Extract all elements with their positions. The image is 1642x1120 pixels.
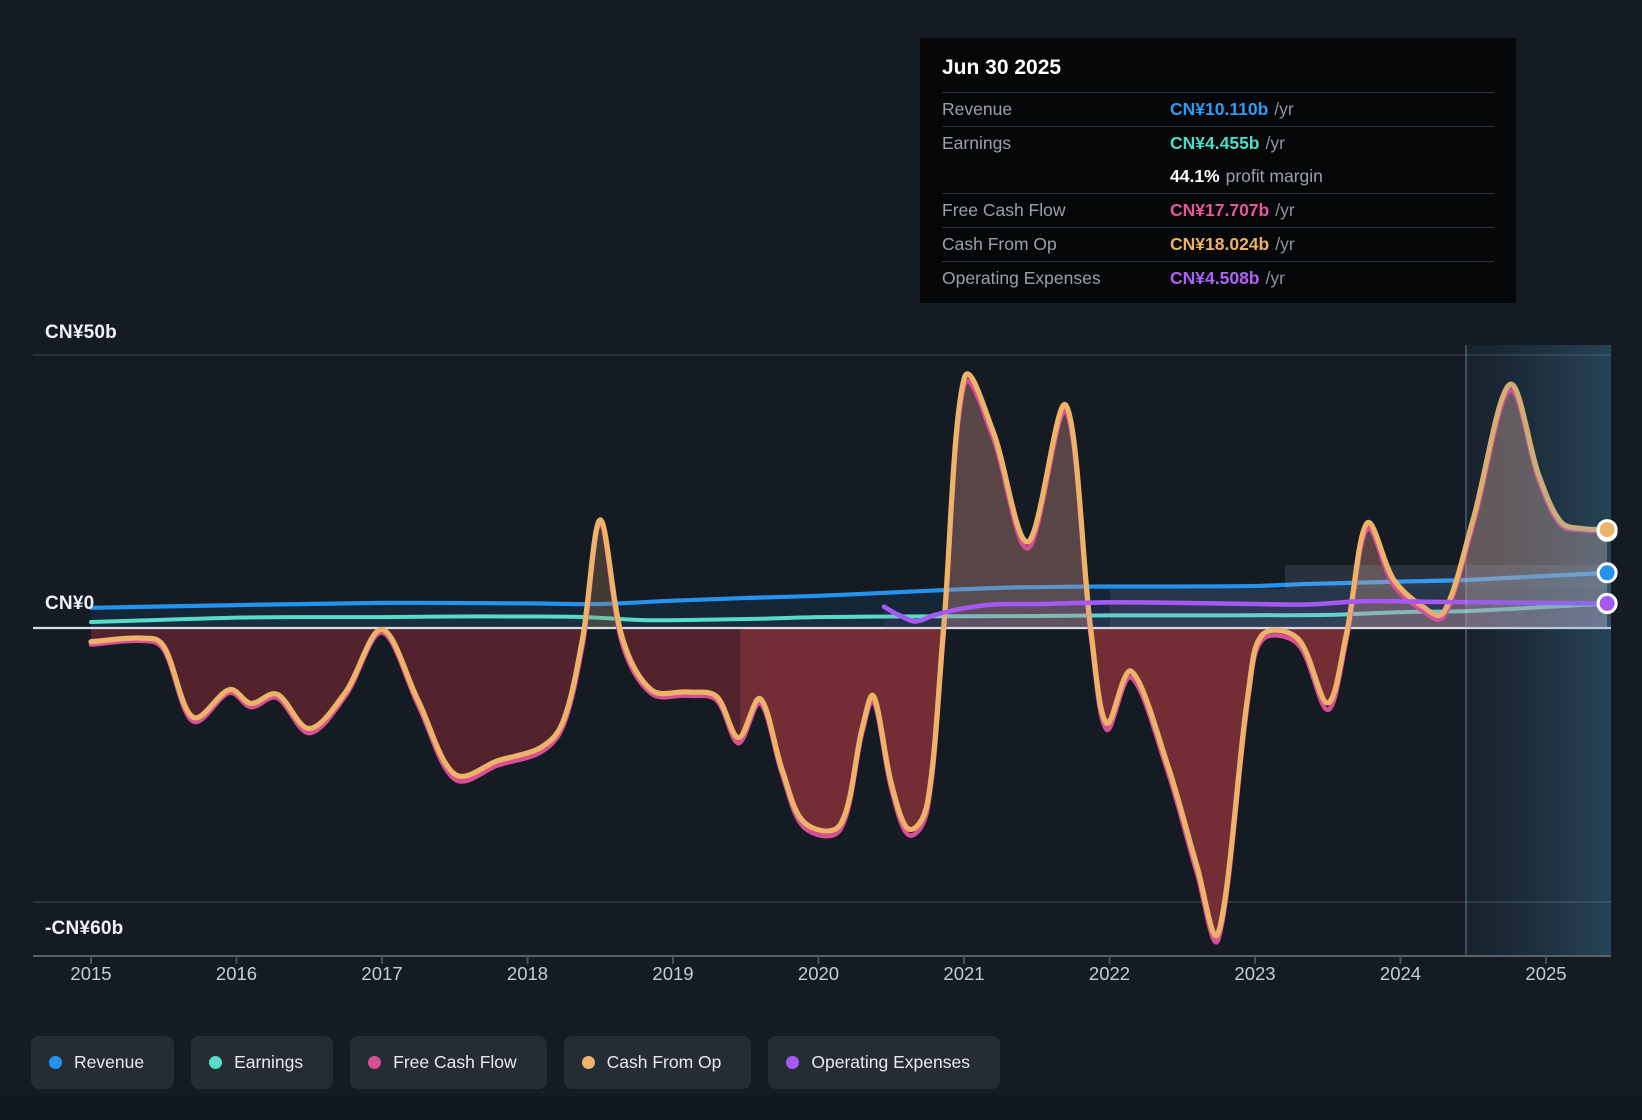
tooltip-row-unit: /yr: [1274, 99, 1294, 119]
x-axis-label-2016: 2016: [215, 963, 258, 984]
bottom-strip: [0, 1096, 1642, 1120]
legend-chip-earnings[interactable]: Earnings: [191, 1036, 334, 1089]
earnings-area: [91, 603, 1608, 628]
legend-label: Revenue: [74, 1052, 145, 1072]
tooltip-row-revenue: Revenue CN¥10.110b/yr: [942, 92, 1494, 126]
legend-dot-operating-expenses: [786, 1056, 800, 1069]
x-axis-label-2025: 2025: [1525, 963, 1567, 984]
y-axis-label-50b: CN¥50b: [45, 322, 117, 343]
tooltip-row-label: Operating Expenses: [942, 268, 1101, 288]
tooltip-row-unit: /yr: [1275, 200, 1295, 220]
tooltip-row-unit: /yr: [1275, 234, 1295, 254]
x-axis-label-2018: 2018: [506, 963, 549, 984]
x-axis-label-2024: 2024: [1379, 963, 1422, 984]
cash-from-op-area-negative: [1090, 628, 1348, 936]
cash-from-op-area-negative: [619, 628, 741, 738]
x-axis-label-2017: 2017: [361, 963, 403, 984]
operating-expenses-end-dot[interactable]: [1596, 592, 1618, 614]
legend-dot-cash-from-op: [581, 1056, 595, 1069]
cash-from-op-area-positive: [943, 373, 1091, 628]
tooltip-row-unit: /yr: [1265, 268, 1285, 288]
tooltip-row-label: Cash From Op: [942, 234, 1057, 254]
tooltip-row-cash-from-op: Cash From Op CN¥18.024b/yr: [942, 227, 1494, 261]
legend-chip-revenue[interactable]: Revenue: [31, 1036, 175, 1089]
operating-expenses-line[interactable]: [881, 598, 1610, 624]
x-axis-label-2019: 2019: [652, 963, 694, 984]
tooltip-row-value: CN¥4.508b: [1170, 268, 1260, 288]
legend-label: Operating Expenses: [811, 1052, 970, 1072]
tooltip-row-value: CN¥17.707b: [1170, 200, 1270, 220]
legend: Revenue Earnings Free Cash Flow Cash From O…: [31, 1036, 1000, 1089]
y-axis-label-zero: CN¥0: [45, 593, 95, 614]
legend-chip-cash-from-op[interactable]: Cash From Op: [563, 1036, 752, 1089]
x-axis-label-2023: 2023: [1234, 963, 1276, 984]
data-tooltip: Jun 30 2025 Revenue CN¥10.110b/yr Earnings…: [920, 38, 1516, 303]
tooltip-row-operating-expenses: Operating Expenses CN¥4.508b/yr: [942, 261, 1494, 295]
x-axis-label-2021: 2021: [943, 963, 985, 984]
profit-margin-text: profit margin: [1225, 166, 1323, 186]
legend-dot-free-cash-flow: [368, 1056, 382, 1069]
y-axis-label-neg60b: -CN¥60b: [45, 918, 124, 939]
legend-label: Free Cash Flow: [393, 1052, 517, 1072]
revenue-end-dot[interactable]: [1596, 562, 1618, 584]
tooltip-row-value: CN¥10.110b: [1170, 99, 1269, 119]
tooltip-row-label: Revenue: [942, 99, 1013, 119]
tooltip-date-title: Jun 30 2025: [942, 56, 1062, 79]
tooltip-row-profit-margin: 44.1% profit margin: [942, 160, 1494, 193]
legend-chip-operating-expenses[interactable]: Operating Expenses: [768, 1036, 1000, 1089]
forecast-zone: [1465, 345, 1611, 956]
x-axis-label-2015: 2015: [70, 963, 112, 984]
profit-margin-value: 44.1%: [1170, 166, 1220, 186]
tooltip-row-unit: /yr: [1265, 133, 1285, 153]
cash-from-op-end-dot[interactable]: [1596, 519, 1618, 541]
legend-dot-revenue: [49, 1056, 62, 1069]
legend-label: Cash From Op: [606, 1052, 722, 1072]
x-axis-label-2022: 2022: [1088, 963, 1131, 984]
tooltip-row-label: Free Cash Flow: [942, 200, 1066, 220]
tooltip-row-earnings: Earnings CN¥4.455b/yr: [942, 126, 1494, 160]
tooltip-row-free-cash-flow: Free Cash Flow CN¥17.707b/yr: [942, 193, 1494, 227]
tooltip-row-label: Earnings: [942, 133, 1012, 153]
x-axis-label-2020: 2020: [797, 963, 840, 984]
legend-label: Earnings: [234, 1052, 304, 1072]
earnings-line[interactable]: [89, 601, 1610, 624]
cash-from-op-area-positive: [584, 519, 620, 628]
tooltip-row-value: CN¥18.024b: [1170, 234, 1270, 254]
legend-chip-free-cash-flow[interactable]: Free Cash Flow: [350, 1036, 547, 1089]
legend-dot-earnings: [209, 1056, 223, 1069]
tooltip-row-value: CN¥4.455b: [1170, 133, 1260, 153]
operating-expenses-area: [883, 601, 1608, 628]
